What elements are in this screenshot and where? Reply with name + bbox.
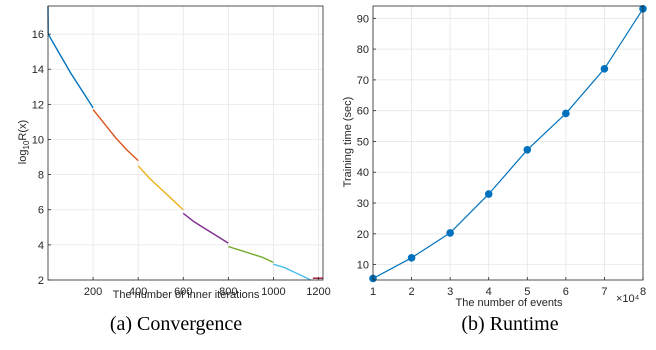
series-b xyxy=(369,4,647,283)
x-tick-label: 7 xyxy=(601,286,607,298)
y-tick-label: 30 xyxy=(357,198,369,210)
y-tick-label: 14 xyxy=(32,64,44,76)
x-axis-label-b: The number of events xyxy=(455,297,563,309)
caption-a: (a) Convergence xyxy=(110,313,242,335)
x-axis-label-a: The number of inner iterations xyxy=(113,289,260,301)
y-ticks-a: 2 4 6 8 10 12 14 16 xyxy=(32,29,51,287)
y-tick-label: 40 xyxy=(357,167,369,179)
y-tick-label: 20 xyxy=(357,229,369,241)
x-tick-label: 3 xyxy=(447,286,453,298)
caption-b: (b) Runtime xyxy=(461,313,558,335)
x-tick-label: 1000 xyxy=(261,286,285,298)
y-tick-label: 50 xyxy=(357,136,369,148)
y-tick-label: 10 xyxy=(32,134,44,146)
x-tick-label: 4 xyxy=(486,286,492,298)
runtime-chart: 1 2 3 4 5 6 7 8 10 20 30 40 50 60 70 80 90 The number o… xyxy=(342,4,647,335)
grid-a xyxy=(48,6,323,281)
x-multiplier-b: ×10⁴ xyxy=(616,293,640,305)
axes-box-b xyxy=(372,5,644,281)
x-tick-label: 800 xyxy=(219,286,237,298)
y-tick-label: 70 xyxy=(357,75,369,87)
x-tick-label: 8 xyxy=(640,286,646,298)
grid-b xyxy=(372,6,644,280)
x-tick-label: 5 xyxy=(524,286,530,298)
x-ticks-b: 1 2 3 4 5 6 7 8 xyxy=(370,277,646,298)
curve-segment-5 xyxy=(228,245,274,264)
y-tick-label: 4 xyxy=(38,240,44,252)
y-tick-label: 2 xyxy=(38,275,44,287)
curve-segment-4 xyxy=(182,212,229,244)
x-ticks-a: 200 400 600 800 1000 1200 xyxy=(84,277,331,298)
x-tick-label: 400 xyxy=(129,286,147,298)
y-tick-label: 10 xyxy=(357,260,369,272)
data-point xyxy=(600,65,609,73)
y-tick-label: 90 xyxy=(357,13,369,25)
y-tick-label: 12 xyxy=(32,99,44,111)
curve-segment-2 xyxy=(92,109,139,162)
curve-segment-3 xyxy=(137,165,184,211)
x-tick-label: 1 xyxy=(370,286,376,298)
y-tick-label: 16 xyxy=(32,29,44,41)
y-ticks-b: 10 20 30 40 50 60 70 80 90 xyxy=(357,13,376,272)
data-point xyxy=(523,145,532,154)
y-tick-label: 60 xyxy=(357,106,369,118)
curve-segment-6 xyxy=(273,263,311,281)
data-point xyxy=(407,254,416,262)
x-tick-label: 200 xyxy=(84,286,102,298)
x-tick-label: 2 xyxy=(409,286,415,298)
y-tick-label: 80 xyxy=(357,44,369,56)
data-point xyxy=(562,109,570,118)
y-axis-label-b: Training time (sec) xyxy=(342,97,354,188)
convergence-chart: 200 400 600 800 1000 1200 2 4 6 8 10 12 14 16 The nu… xyxy=(17,5,331,335)
plot-area-b xyxy=(373,6,643,280)
runtime-line xyxy=(372,8,644,280)
x-tick-label: 600 xyxy=(174,286,192,298)
x-tick-label: 6 xyxy=(563,286,569,298)
x-tick-label: 1200 xyxy=(306,286,330,298)
y-tick-label: 6 xyxy=(38,205,44,217)
axes-box-a xyxy=(47,5,324,281)
data-point xyxy=(446,229,454,237)
y-axis-label-a: log10R(x) xyxy=(17,120,31,164)
plot-area-a xyxy=(48,6,323,280)
data-point xyxy=(484,190,493,198)
y-tick-label: 8 xyxy=(38,170,44,182)
